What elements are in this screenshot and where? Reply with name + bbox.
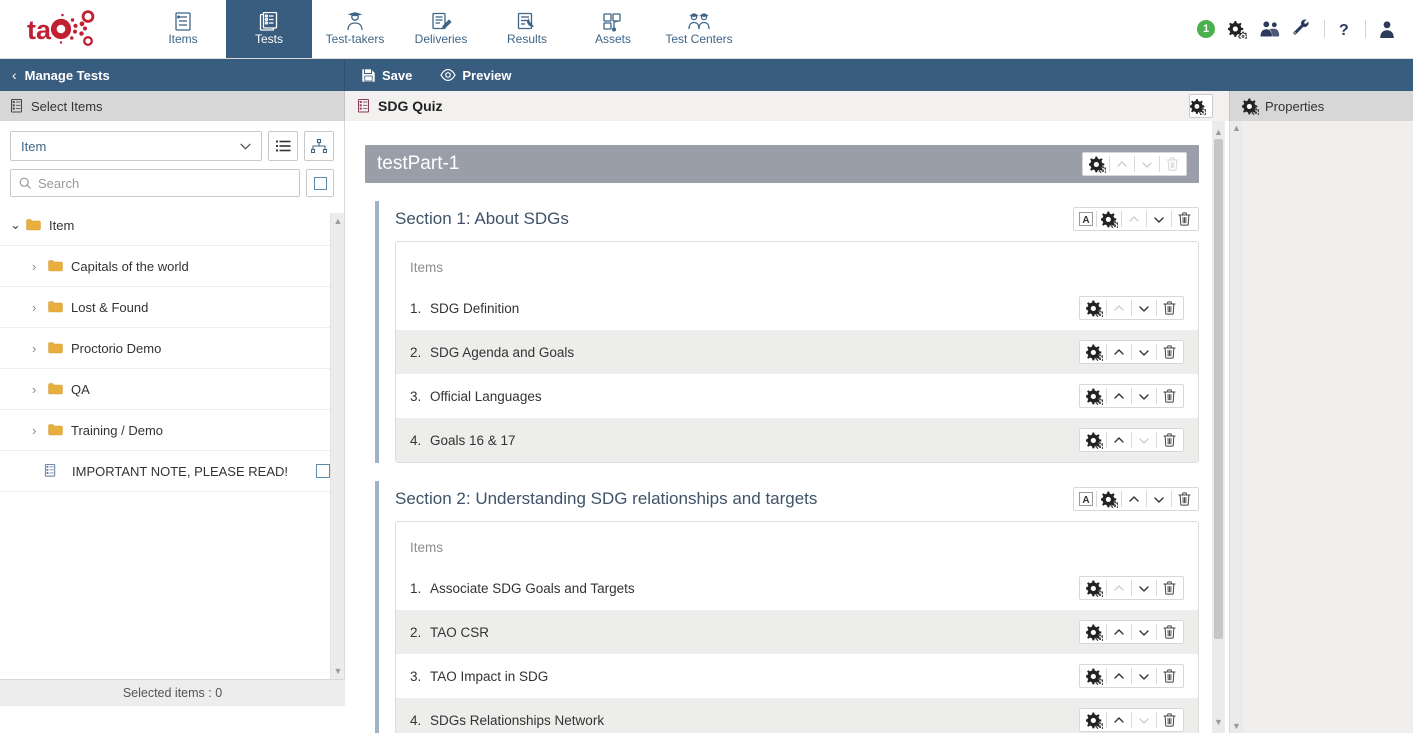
svg-text:ta: ta bbox=[27, 15, 52, 45]
svg-text:A: A bbox=[1082, 215, 1089, 226]
svg-text:?: ? bbox=[1339, 22, 1349, 39]
svg-text:A: A bbox=[1082, 495, 1089, 506]
